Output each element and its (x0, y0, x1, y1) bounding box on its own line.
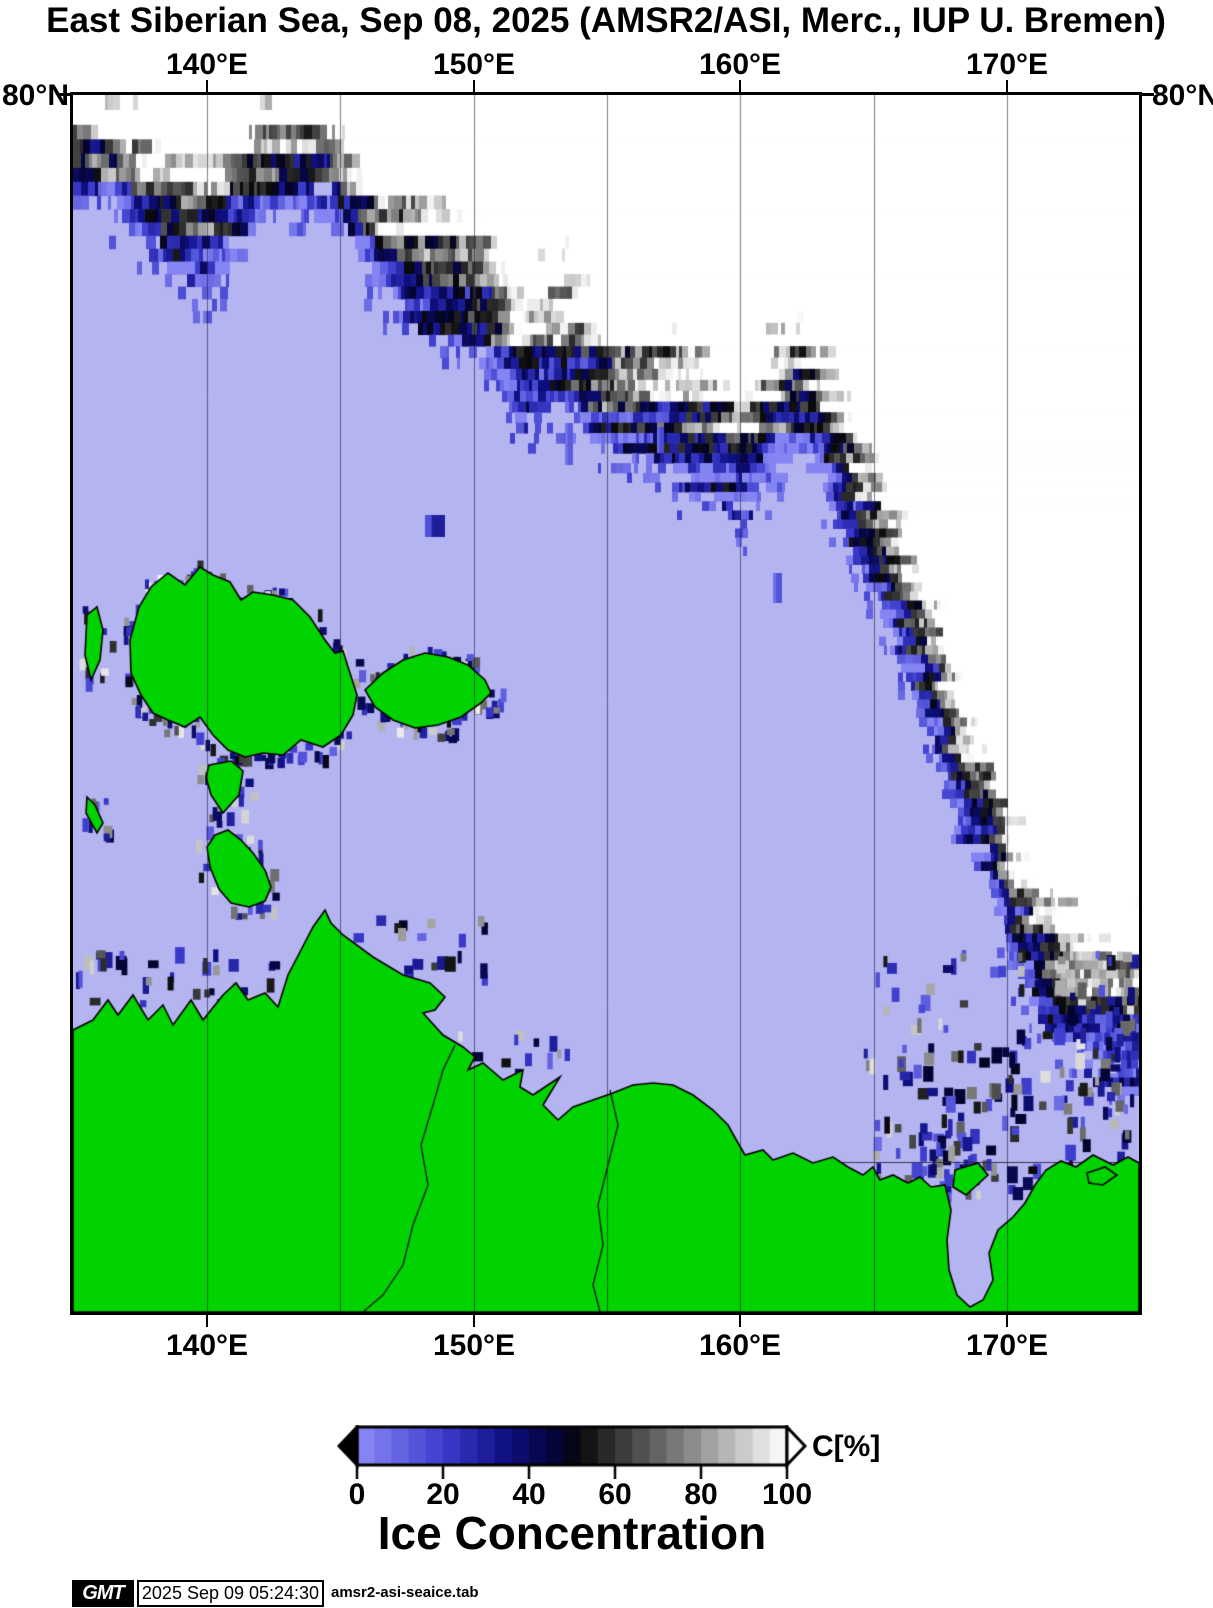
colorbar-unit-label: C[%] (812, 1430, 881, 1463)
latitude-label-left: 80°N (2, 79, 70, 112)
meridian-tick-top (205, 80, 209, 92)
meridian-label-bottom: 140°E (165, 1329, 249, 1362)
gmt-logo: GMT (72, 1580, 134, 1607)
colorbar-canvas (337, 1425, 807, 1479)
latitude-tick-right (1141, 93, 1154, 96)
meridian-label-top: 160°E (698, 48, 782, 81)
meridian-tick-bottom (205, 1315, 209, 1327)
latitude-tick-left (57, 93, 71, 96)
page-title: East Siberian Sea, Sep 08, 2025 (AMSR2/A… (46, 1, 1166, 40)
source-filename: amsr2-asi-seaice.tab (331, 1584, 479, 1601)
meridian-tick-top (1005, 80, 1009, 92)
map-frame (70, 92, 1142, 1315)
timestamp: 2025 Sep 09 05:24:30 (137, 1580, 324, 1607)
colorbar-tick-label: 100 (761, 1478, 813, 1511)
meridian-label-top: 150°E (432, 48, 516, 81)
colorbar-tick-label: 0 (348, 1478, 366, 1511)
sea-ice-map-canvas (73, 95, 1139, 1312)
meridian-label-bottom: 150°E (432, 1329, 516, 1362)
meridian-label-top: 140°E (165, 48, 249, 81)
latitude-label-right: 80°N (1152, 79, 1213, 112)
meridian-tick-bottom (472, 1315, 476, 1327)
meridian-tick-bottom (1005, 1315, 1009, 1327)
meridian-tick-top (738, 80, 742, 92)
meridian-label-top: 170°E (965, 48, 1049, 81)
colorbar-tick-label: 20 (426, 1478, 460, 1511)
meridian-tick-bottom (738, 1315, 742, 1327)
colorbar-tick-label: 40 (512, 1478, 546, 1511)
meridian-label-bottom: 160°E (698, 1329, 782, 1362)
colorbar-tick-label: 80 (684, 1478, 718, 1511)
colorbar-title: Ice Concentration (377, 1507, 767, 1559)
meridian-tick-top (472, 80, 476, 92)
meridian-label-bottom: 170°E (965, 1329, 1049, 1362)
colorbar-tick-label: 60 (598, 1478, 632, 1511)
